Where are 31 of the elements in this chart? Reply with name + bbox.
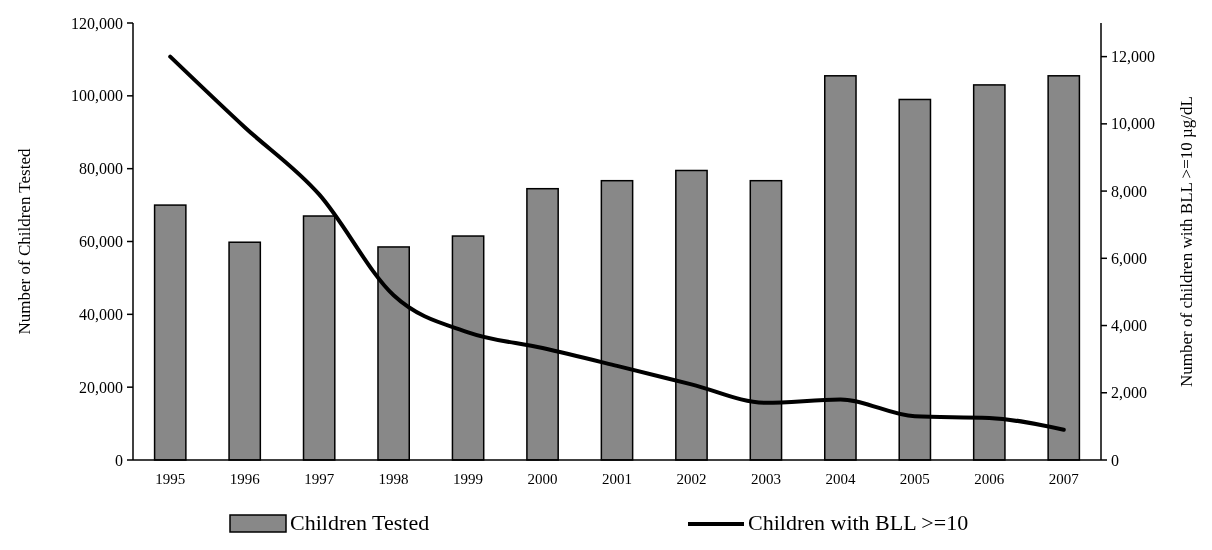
- y2-tick-label: 4,000: [1111, 317, 1147, 335]
- y-tick-label: 100,000: [71, 87, 123, 105]
- x-tick-label: 1997: [304, 471, 335, 487]
- y2-tick-label: 0: [1111, 451, 1119, 469]
- x-tick-label: 2005: [899, 471, 930, 487]
- y2-tick-label: 2,000: [1111, 384, 1147, 402]
- y2-tick-label: 8,000: [1111, 182, 1147, 200]
- y2-tick-label: 12,000: [1111, 48, 1155, 66]
- x-tick-label: 2007: [1048, 471, 1080, 487]
- x-tick-label: 1998: [378, 471, 409, 487]
- y-tick-label: 60,000: [79, 233, 123, 251]
- y2-tick-label: 10,000: [1111, 115, 1155, 133]
- x-tick-label: 2004: [825, 471, 856, 487]
- legend-label: Children with BLL >=10: [748, 510, 969, 535]
- y2-axis-title: Number of children with BLL >=10 µg/dL: [1177, 96, 1196, 387]
- x-tick-label: 1996: [229, 471, 261, 487]
- y-tick-label: 0: [115, 451, 123, 469]
- x-tick-label: 2006: [974, 471, 1005, 487]
- y-tick-label: 120,000: [71, 14, 123, 32]
- x-tick-label: 2000: [527, 471, 558, 487]
- y-tick-label: 20,000: [79, 378, 123, 396]
- x-tick-label: 2002: [676, 471, 707, 487]
- x-tick-label: 1995: [155, 471, 186, 487]
- y2-tick-label: 6,000: [1111, 249, 1147, 267]
- y-tick-label: 80,000: [79, 160, 123, 178]
- x-tick-label: 2003: [750, 471, 781, 487]
- y-tick-label: 40,000: [79, 305, 123, 323]
- x-tick-label: 2001: [602, 471, 632, 487]
- x-tick-label: 1999: [453, 471, 484, 487]
- legend-label: Children Tested: [290, 510, 430, 535]
- y-axis-title: Number of Children Tested: [15, 148, 34, 335]
